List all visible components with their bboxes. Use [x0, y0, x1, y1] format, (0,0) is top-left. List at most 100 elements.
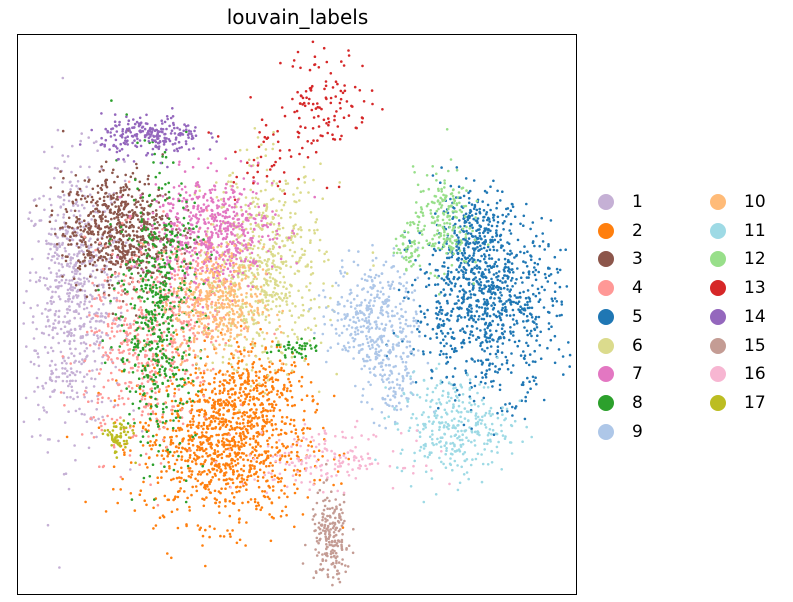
- data-point: [251, 362, 254, 366]
- data-point: [175, 458, 179, 462]
- data-point: [91, 230, 94, 233]
- data-point: [83, 322, 86, 326]
- data-point: [262, 378, 266, 382]
- data-point: [526, 250, 529, 253]
- data-point: [68, 181, 72, 184]
- data-point: [66, 320, 69, 324]
- data-point: [102, 169, 105, 172]
- data-point: [210, 447, 213, 450]
- data-point: [237, 366, 240, 370]
- data-point: [218, 408, 221, 411]
- data-point: [537, 270, 540, 274]
- data-point: [516, 238, 520, 242]
- data-point: [232, 356, 235, 360]
- data-point: [125, 323, 129, 327]
- data-point: [297, 289, 300, 293]
- data-point: [122, 213, 125, 217]
- data-point: [91, 269, 95, 273]
- data-point: [518, 291, 522, 295]
- data-point: [89, 326, 93, 329]
- data-point: [141, 312, 144, 316]
- data-point: [308, 339, 312, 342]
- data-point: [96, 315, 99, 318]
- data-point: [499, 291, 502, 294]
- data-point: [503, 274, 507, 277]
- data-point: [102, 354, 105, 357]
- data-point: [492, 433, 496, 437]
- data-point: [82, 225, 86, 229]
- data-point: [283, 383, 286, 387]
- data-point: [61, 226, 64, 229]
- data-point: [187, 380, 191, 384]
- data-point: [253, 465, 256, 468]
- data-point: [470, 314, 473, 318]
- data-point: [78, 282, 82, 285]
- data-point: [146, 337, 150, 341]
- data-point: [47, 267, 51, 270]
- data-point: [197, 408, 201, 412]
- data-point: [517, 339, 521, 343]
- data-point: [92, 233, 96, 236]
- scatter-plot: [22, 40, 572, 587]
- data-point: [89, 237, 92, 240]
- data-point: [525, 276, 529, 279]
- data-point: [84, 500, 87, 504]
- data-point: [89, 259, 93, 263]
- data-point: [64, 249, 67, 253]
- data-point: [244, 269, 247, 273]
- data-point: [290, 450, 293, 454]
- data-point: [484, 375, 488, 379]
- data-point: [269, 250, 273, 254]
- data-point: [166, 552, 169, 555]
- data-point: [475, 279, 479, 283]
- data-point: [253, 342, 257, 345]
- data-point: [54, 285, 58, 289]
- data-point: [204, 435, 208, 439]
- data-point: [484, 268, 487, 271]
- data-point: [242, 314, 246, 318]
- data-point: [78, 251, 81, 255]
- data-point: [274, 423, 277, 426]
- data-point: [38, 219, 41, 222]
- data-point: [169, 333, 173, 337]
- data-point: [232, 496, 236, 499]
- data-point: [75, 296, 79, 299]
- data-point: [465, 359, 468, 363]
- data-point: [90, 304, 93, 308]
- data-point: [258, 357, 261, 361]
- data-point: [73, 444, 76, 447]
- data-point: [102, 385, 106, 389]
- data-point: [97, 256, 101, 259]
- data-point: [453, 231, 456, 235]
- data-point: [116, 198, 120, 201]
- data-point: [63, 281, 67, 285]
- data-point: [78, 352, 82, 355]
- data-point: [54, 380, 58, 383]
- data-point: [83, 289, 87, 293]
- data-point: [87, 446, 91, 450]
- data-point: [61, 129, 65, 133]
- data-point: [171, 405, 174, 408]
- data-point: [479, 284, 483, 287]
- data-point: [475, 267, 479, 270]
- data-point: [124, 274, 128, 277]
- data-point: [119, 416, 122, 419]
- data-point: [139, 421, 142, 424]
- data-point: [261, 426, 264, 430]
- data-point: [109, 194, 113, 198]
- data-point: [299, 226, 302, 229]
- data-point: [240, 445, 243, 448]
- data-point: [199, 462, 203, 466]
- data-point: [244, 227, 248, 231]
- data-point: [450, 270, 453, 274]
- data-point: [241, 421, 245, 425]
- data-point: [508, 402, 512, 405]
- data-point: [222, 190, 225, 194]
- data-point: [311, 395, 314, 398]
- data-point: [199, 389, 202, 393]
- data-point: [249, 227, 253, 230]
- data-point: [212, 401, 216, 405]
- data-point: [150, 369, 154, 373]
- data-point: [245, 411, 249, 414]
- data-point: [237, 509, 241, 512]
